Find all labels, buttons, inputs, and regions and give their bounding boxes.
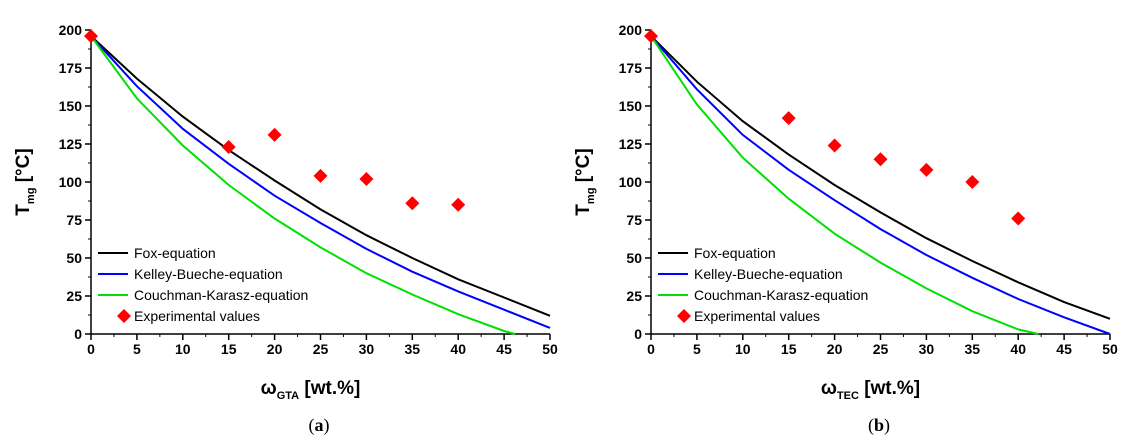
y-tick-label: 150 [59, 98, 83, 114]
x-tick-label: 50 [1102, 341, 1118, 357]
series-line-2 [650, 35, 1111, 335]
legend-entry: Couchman-Karasz-equation [694, 287, 868, 303]
series-line-3 [650, 35, 1039, 335]
y-tick-label: 175 [59, 60, 83, 76]
panel-label: (a) [309, 415, 330, 436]
series-line-3 [90, 35, 516, 335]
legend-entry: Fox-equation [694, 245, 776, 261]
data-point [965, 175, 980, 189]
x-tick-label: 20 [827, 341, 843, 357]
data-point [781, 111, 796, 126]
legend-entry: Couchman-Karasz-equation [134, 287, 308, 303]
x-tick-label: 40 [1010, 341, 1026, 357]
x-tick-label: 45 [496, 341, 512, 357]
data-point [873, 152, 888, 167]
x-tick-label: 50 [542, 341, 558, 357]
x-tick-label: 5 [693, 341, 701, 357]
y-tick-label: 175 [619, 60, 643, 76]
data-point [827, 138, 842, 153]
legend-entry: Kelley-Bueche-equation [694, 266, 843, 282]
series-line-1 [90, 35, 551, 317]
x-tick-label: 20 [267, 341, 283, 357]
x-tick-label: 25 [313, 341, 329, 357]
legend-marker [677, 309, 691, 323]
x-tick-label: 25 [873, 341, 889, 357]
data-point [359, 171, 374, 186]
y-tick-label: 150 [619, 98, 643, 114]
y-tick-label: 200 [59, 22, 83, 38]
data-point [919, 162, 934, 177]
panel-a: 0 5 10 15 20 25 30 35 40 45 50 0 25 50 75 100 125 150 175 2… [13, 22, 558, 436]
y-tick-label: 100 [59, 174, 83, 190]
x-tick-label: 15 [221, 341, 237, 357]
y-tick-label: 50 [66, 250, 82, 266]
y-tick-label: 200 [619, 22, 643, 38]
x-tick-label: 30 [359, 341, 375, 357]
panel-label: (b) [868, 415, 890, 436]
y-tick-label: 50 [626, 250, 642, 266]
x-tick-label: 40 [450, 341, 466, 357]
legend-entry: Experimental values [134, 308, 260, 324]
y-tick-label: 0 [74, 326, 82, 342]
data-point [84, 29, 98, 44]
x-tick-label: 35 [965, 341, 981, 357]
x-tick-label: 45 [1056, 341, 1072, 357]
x-tick-label: 35 [405, 341, 421, 357]
x-tick-label: 0 [87, 341, 95, 357]
x-tick-label: 15 [781, 341, 797, 357]
y-tick-label: 75 [626, 212, 642, 228]
y-axis-label: Tmg [°C] [13, 148, 37, 215]
y-axis-label: Tmg [°C] [573, 148, 597, 215]
x-tick-label: 30 [919, 341, 935, 357]
y-tick-label: 125 [619, 136, 643, 152]
y-tick-label: 25 [66, 288, 82, 304]
data-point [221, 140, 236, 155]
y-tick-label: 125 [59, 136, 83, 152]
data-point [1011, 211, 1026, 226]
data-point [313, 168, 328, 183]
x-tick-label: 5 [133, 341, 141, 357]
series-line-1 [650, 35, 1111, 320]
x-axis-label: ωGTA [wt.%] [261, 378, 361, 402]
y-tick-label: 0 [634, 326, 642, 342]
data-point [644, 29, 658, 44]
y-tick-label: 75 [66, 212, 82, 228]
panel-b: 0 5 10 15 20 25 30 35 40 45 50 0 25 50 75 100 125 150 175 2… [573, 22, 1118, 436]
legend-entry: Kelley-Bueche-equation [134, 266, 283, 282]
legend-entry: Fox-equation [134, 245, 216, 261]
data-point [451, 197, 466, 212]
legend-marker [117, 309, 131, 323]
legend-entry: Experimental values [694, 308, 820, 324]
data-point [405, 196, 420, 211]
x-tick-label: 0 [647, 341, 655, 357]
data-point [267, 127, 282, 142]
x-tick-label: 10 [735, 341, 751, 357]
x-tick-label: 10 [175, 341, 191, 357]
y-tick-label: 100 [619, 174, 643, 190]
series-line-2 [90, 35, 551, 329]
x-axis-label: ωTEC [wt.%] [821, 378, 920, 402]
y-tick-label: 25 [626, 288, 642, 304]
